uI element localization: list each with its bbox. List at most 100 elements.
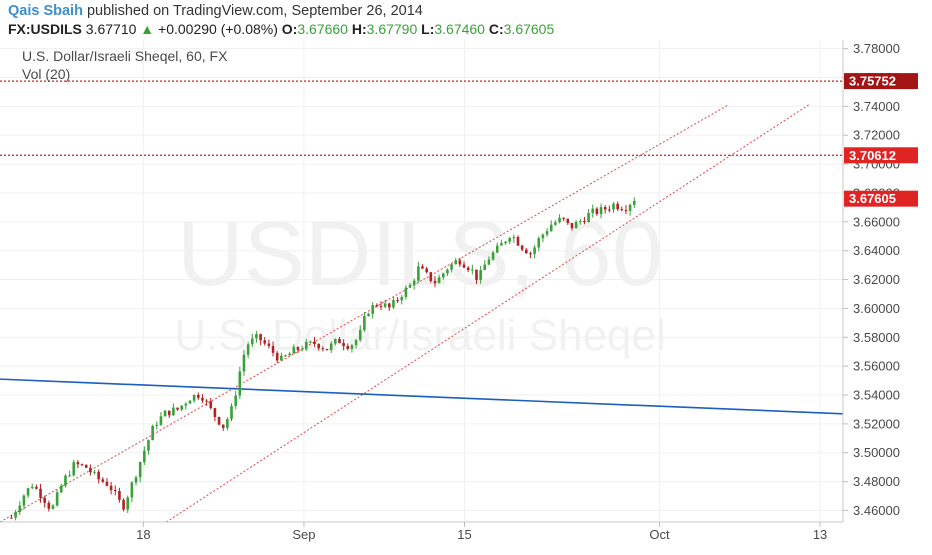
candle-body — [375, 305, 379, 307]
candle-body — [437, 277, 441, 284]
y-tick-label: 3.62000 — [853, 272, 900, 287]
candle-body — [583, 221, 586, 223]
candle-body — [504, 241, 507, 244]
x-tick-label: 15 — [457, 527, 471, 542]
price-tag-label: 3.70612 — [849, 148, 896, 163]
candle-body — [396, 300, 399, 302]
candle-body — [475, 269, 478, 280]
candle-body — [574, 221, 578, 229]
y-tick-label: 3.50000 — [853, 445, 900, 460]
y-tick-label: 3.78000 — [853, 41, 900, 56]
price-chart[interactable]: USDILS, 60 U.S. Dollar/Israeli Sheqel 3.… — [0, 40, 932, 550]
candle-body — [72, 462, 76, 476]
candle-body — [151, 425, 154, 441]
candle-body — [43, 497, 46, 503]
candle-body — [346, 346, 350, 349]
candle-body — [383, 303, 387, 307]
candle-body — [632, 200, 636, 205]
candle-body — [246, 344, 250, 355]
x-tick-label: Oct — [649, 527, 670, 542]
candle-body — [578, 221, 582, 223]
y-tick-label: 3.56000 — [853, 359, 900, 374]
candle-body — [250, 338, 254, 345]
candle-body — [354, 340, 358, 346]
candle-body — [558, 217, 561, 223]
candle-body — [358, 329, 362, 341]
candle-body — [525, 249, 528, 254]
candle-body — [595, 208, 599, 214]
x-tick-label: Sep — [292, 527, 315, 542]
candle-body — [255, 334, 258, 339]
y-tick-label: 3.60000 — [853, 301, 900, 316]
candle-body — [76, 462, 80, 465]
chart-background — [0, 40, 932, 550]
candle-body — [292, 347, 296, 354]
candle-body — [421, 266, 424, 269]
candle-body — [113, 490, 117, 492]
candle-body — [417, 266, 420, 281]
candle-body — [30, 486, 34, 489]
candle-body — [47, 502, 51, 509]
candle-body — [101, 479, 105, 482]
candle-body — [226, 419, 229, 428]
candle-body — [562, 217, 565, 219]
y-tick-label: 3.72000 — [853, 128, 900, 143]
candle-body — [68, 475, 71, 477]
time-axis[interactable]: 18 Sep 15 Oct 13 — [136, 522, 827, 542]
candle-body — [130, 482, 134, 498]
candle-body — [554, 222, 557, 225]
candle-body — [483, 264, 487, 271]
candle-body — [313, 341, 316, 344]
candle-body — [109, 485, 113, 491]
candle-body — [309, 341, 312, 343]
candle-body — [234, 395, 237, 406]
candle-body — [138, 462, 142, 478]
candle-body — [387, 303, 391, 308]
candle-body — [39, 488, 42, 498]
candle-body — [118, 491, 121, 500]
candle-body — [608, 209, 611, 211]
quote-line: FX:USDILS 3.67710 ▲ +0.00290 (+0.08%) O:… — [8, 21, 554, 37]
candles — [10, 197, 636, 521]
y-tick-label: 3.54000 — [853, 388, 900, 403]
candle-body — [508, 238, 511, 242]
candle-body — [296, 347, 300, 350]
pane-title: U.S. Dollar/Israeli Sheqel, 60, FX — [22, 48, 228, 64]
candle-body — [105, 481, 109, 486]
high-label: H: — [351, 21, 367, 37]
candle-body — [209, 401, 213, 409]
candle-body — [192, 394, 196, 401]
candle-body — [321, 348, 325, 350]
candle-body — [288, 353, 291, 356]
candle-body — [18, 505, 22, 513]
low-value: 3.67460 — [434, 21, 485, 37]
candle-body — [334, 338, 337, 344]
candle-body — [159, 416, 163, 425]
candle-body — [35, 486, 38, 489]
candle-body — [404, 287, 408, 297]
candle-body — [587, 213, 590, 223]
candle-body — [84, 464, 88, 468]
candle-body — [603, 207, 607, 210]
x-tick-label: 13 — [813, 527, 827, 542]
candle-body — [367, 313, 370, 316]
candle-body — [628, 204, 632, 211]
candle-body — [338, 338, 341, 344]
chart-area[interactable]: USDILS, 60 U.S. Dollar/Israeli Sheqel 3.… — [0, 40, 932, 550]
candle-body — [97, 471, 100, 480]
candle-body — [495, 245, 499, 253]
candle-body — [342, 343, 345, 347]
published-text: published on TradingView.com, September … — [86, 3, 423, 19]
candle-body — [429, 272, 433, 282]
candle-body — [172, 407, 175, 416]
candle-body — [516, 237, 520, 246]
candle-body — [26, 488, 30, 496]
candle-body — [371, 305, 374, 314]
candle-body — [304, 341, 308, 350]
author-link[interactable]: Qais Sbaih — [8, 3, 83, 19]
candle-body — [280, 355, 283, 361]
candle-body — [412, 280, 416, 285]
candle-body — [533, 247, 536, 254]
candle-body — [624, 210, 628, 212]
candle-body — [462, 264, 466, 268]
